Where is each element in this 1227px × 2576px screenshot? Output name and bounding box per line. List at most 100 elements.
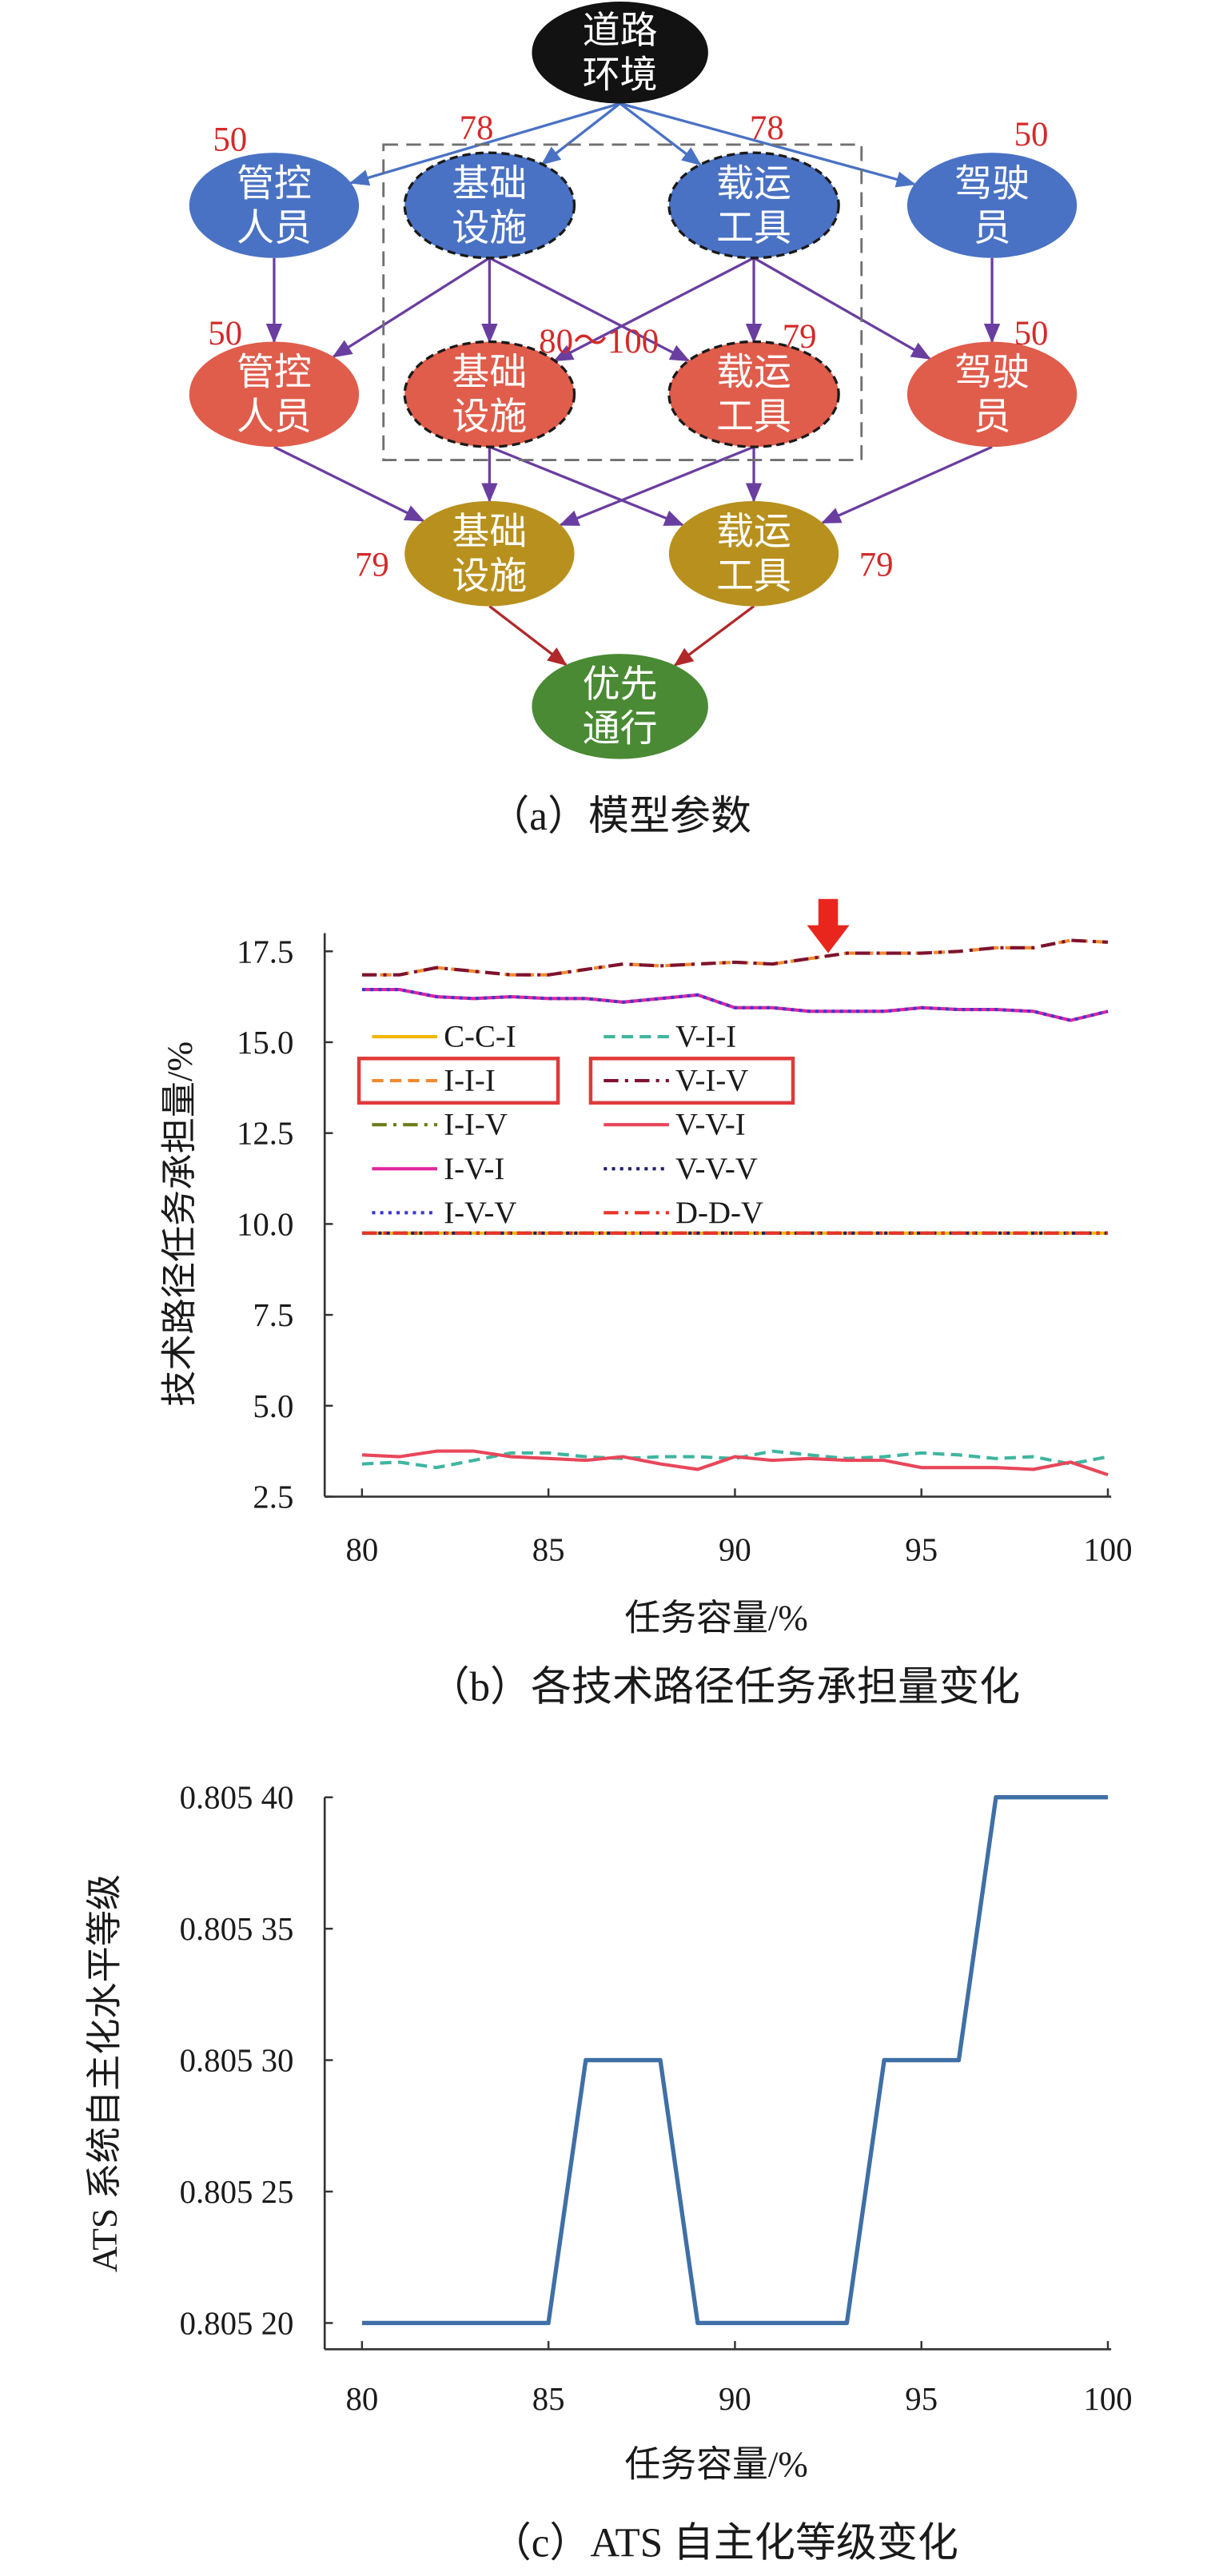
legend-label: V-I-I [675,1019,736,1053]
legend-item: V-I-I [604,1019,736,1054]
series-line-v-i-i [361,1449,1109,1470]
series-line-v-v-i [361,1449,1109,1477]
edge-arrow [619,102,916,188]
value-label: 79 [355,547,389,584]
node-ellipse [667,151,840,260]
y-axis-label: ATS 系统自主化水平等级 [85,1874,125,2273]
edge-arrow [488,257,691,362]
node-label: 基础 [452,163,527,205]
series-line-autonomy-level [361,1795,1108,2326]
node-ellipse [404,500,575,607]
chart-legend: C-C-I I-I-I I-I-V I-V-I I-V-V V-I-I V-I-V V-V-I… [357,1019,795,1230]
x-axis-label: 任务容量/% [624,1599,807,1638]
x-tick-label: 90 [719,1531,751,1567]
legend-label: I-I-I [444,1064,496,1098]
y-tick-label: 0.805 25 [180,2173,294,2210]
node-ellipse [532,2,708,104]
legend-label: V-V-I [675,1108,746,1142]
node-label: 设施 [452,555,527,597]
y-tick-label: 12.5 [237,1115,293,1152]
edge-arrow [753,257,931,360]
legend-label: I-V-V [444,1196,516,1230]
node-label: 设施 [452,396,527,438]
value-label: 50 [1014,315,1049,352]
x-tick-label: 100 [1083,1531,1132,1567]
node-ellipse [403,340,576,448]
value-label: 80～100 [539,323,659,360]
x-tick-label: 95 [905,2380,938,2417]
legend-label: D-D-V [675,1196,763,1230]
node-label: 道路 [583,10,658,52]
series-line-i-v-v [361,987,1109,1022]
diagram-nodes: 道路环境管控人员基础设施载运工具驾驶员管控人员基础设施载运工具驾驶员基础设施载运… [189,2,1078,759]
edge-arrow [673,605,755,667]
y-tick-label: 17.5 [237,933,293,969]
figure-caption: （a）模型参数 [488,794,751,839]
node-label: 员 [974,396,1011,438]
node-label: 载运 [716,512,791,553]
node-label: 驾驶 [954,352,1030,394]
edge-arrow [559,445,755,527]
legend-label: C-C-I [444,1019,516,1053]
edge-arrow [332,257,491,358]
value-label: 79 [783,318,817,356]
chart-panel-b: 80 85 90 95 100 2.5 5.0 7.5 10.0 12.5 15.0 17.5 C-C-… [160,898,1133,1710]
legend-item: V-V-V [604,1152,758,1186]
x-tick-label: 80 [345,1531,378,1567]
edge-arrow [349,102,621,186]
y-tick-label: 0.805 20 [180,2304,294,2341]
y-tick-label: 0.805 30 [180,2041,294,2078]
legend-item: V-I-V [588,1057,795,1105]
legend-label: V-V-V [675,1152,758,1186]
legend-item: I-I-I [357,1057,560,1105]
legend-item: I-V-V [372,1196,516,1230]
legend-item: V-V-I [604,1108,746,1142]
x-tick-label: 90 [719,2380,751,2417]
node-label: 人员 [237,396,312,438]
node-label: 员 [974,208,1011,249]
diagram-edges [265,102,1001,667]
value-label: 79 [859,547,894,584]
node-r1-driver: 驾驶员 [906,153,1078,258]
legend-label: I-I-V [444,1108,508,1142]
dashed-group-box [382,143,863,461]
series-line-v-i-v [361,938,1109,977]
chart-panel-c: 80 85 90 95 100 0.805 20 0.805 25 0.805 30 0.805… [85,1779,1133,2566]
y-tick-label: 7.5 [253,1296,293,1333]
legend-label: I-V-I [444,1152,504,1186]
legend-highlight-box [357,1057,560,1105]
legend-item: I-V-I [372,1152,504,1186]
edge-arrow [821,445,993,524]
y-tick-label: 2.5 [253,1478,293,1515]
diagram-panel-a: 道路环境管控人员基础设施载运工具驾驶员管控人员基础设施载运工具驾驶员基础设施载运… [189,2,1078,839]
node-label: 载运 [716,163,791,205]
x-tick-label: 85 [532,2380,565,2417]
node-ellipse [906,341,1078,448]
legend-item: C-C-I [372,1019,516,1054]
node-ellipse [906,153,1078,258]
node-ellipse [667,340,840,448]
figure-caption: （b）各技术路径任务承担量变化 [428,1664,1020,1710]
figure-caption: （c）ATS 自主化等级变化 [491,2520,958,2566]
node-label: 载运 [716,352,791,394]
series-line-i-i-i [361,938,1109,977]
value-label: 78 [750,109,784,147]
value-label: 50 [208,315,242,352]
y-tick-label: 5.0 [253,1388,293,1424]
node-ellipse [532,654,708,759]
y-axis-label: 技术路径任务承担量/% [160,1041,200,1407]
node-label: 工具 [716,396,791,438]
node-label: 设施 [452,208,527,249]
series-line-i-v-i [361,987,1109,1022]
node-label: 工具 [716,208,791,249]
edge-arrow [540,102,621,165]
edge-arrow [619,102,702,166]
